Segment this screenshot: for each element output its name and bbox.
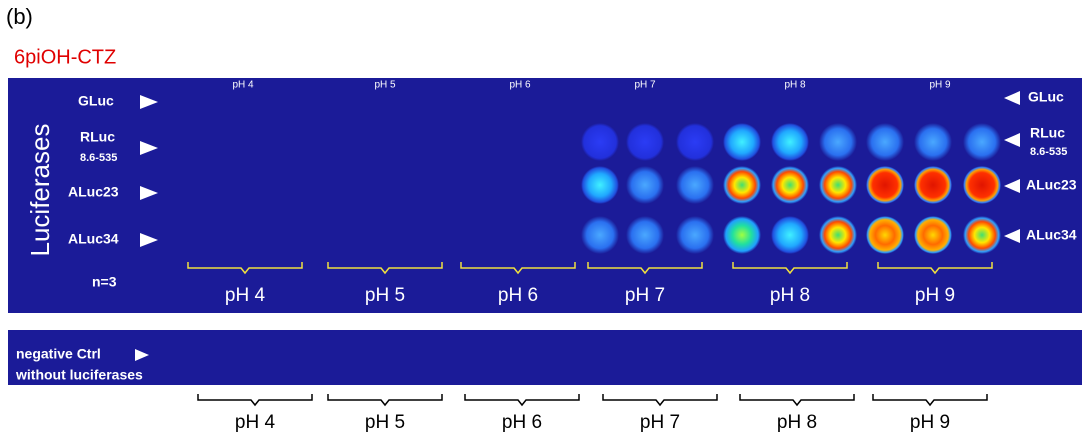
well — [626, 123, 664, 161]
well — [676, 166, 714, 204]
row-sublabel: 8.6-535 — [1030, 146, 1067, 158]
row-label: ALuc34 — [1026, 227, 1077, 243]
well — [914, 123, 952, 161]
well — [723, 123, 761, 161]
group-label: pH 5 — [365, 412, 405, 433]
well — [866, 216, 904, 254]
group-label: pH 4 — [235, 412, 276, 433]
row-label: RLuc — [1030, 125, 1065, 141]
top-ph-label: pH 8 — [784, 80, 806, 91]
well — [866, 166, 904, 204]
group-bracket — [328, 394, 442, 405]
panel-label: (b) — [6, 4, 33, 29]
group-label: pH 9 — [915, 285, 955, 306]
top-ph-label: pH 6 — [509, 80, 531, 91]
page: (b) 6piOH-CTZ Luciferases GLuc RLuc 8.6-… — [0, 0, 1090, 438]
row-sublabel: 8.6-535 — [80, 152, 117, 164]
row-label: ALuc23 — [68, 184, 119, 200]
row-label: GLuc — [78, 93, 114, 109]
well — [819, 123, 857, 161]
group-label: pH 6 — [498, 285, 538, 306]
group-bracket — [198, 394, 312, 405]
control-label: negative Ctrl — [16, 346, 101, 362]
top-ph-label: pH 5 — [374, 80, 396, 91]
figure: (b) 6piOH-CTZ Luciferases GLuc RLuc 8.6-… — [0, 0, 1090, 438]
row-label: ALuc23 — [1026, 177, 1077, 193]
well — [676, 123, 714, 161]
well — [963, 166, 1001, 204]
top-ph-label: pH 4 — [232, 80, 254, 91]
group-label: pH 7 — [640, 412, 680, 433]
well — [581, 216, 619, 254]
substrate-label: 6piOH-CTZ — [14, 46, 116, 68]
well — [963, 216, 1001, 254]
well — [914, 216, 952, 254]
control-panel — [8, 330, 1082, 385]
group-label: pH 8 — [777, 412, 817, 433]
well — [771, 216, 809, 254]
side-title: Luciferases — [25, 124, 55, 257]
well — [819, 216, 857, 254]
group-label: pH 4 — [225, 285, 266, 306]
well — [626, 216, 664, 254]
well — [771, 166, 809, 204]
group-label: pH 6 — [502, 412, 542, 433]
well — [963, 123, 1001, 161]
well — [819, 166, 857, 204]
group-label: pH 7 — [625, 285, 665, 306]
top-ph-label: pH 7 — [634, 80, 656, 91]
group-label: pH 9 — [910, 412, 950, 433]
well — [581, 123, 619, 161]
row-label: GLuc — [1028, 89, 1064, 105]
group-label: pH 5 — [365, 285, 405, 306]
well — [676, 216, 714, 254]
row-label: RLuc — [80, 129, 115, 145]
well — [723, 166, 761, 204]
group-bracket — [873, 394, 987, 405]
group-label: pH 8 — [770, 285, 810, 306]
well — [581, 166, 619, 204]
well — [771, 123, 809, 161]
well — [626, 166, 664, 204]
group-bracket — [603, 394, 717, 405]
group-bracket — [740, 394, 854, 405]
row-label: ALuc34 — [68, 231, 119, 247]
control-label: without luciferases — [15, 367, 143, 383]
top-ph-label: pH 9 — [929, 80, 951, 91]
group-bracket — [465, 394, 579, 405]
well — [914, 166, 952, 204]
well — [723, 216, 761, 254]
well — [866, 123, 904, 161]
replicates-label: n=3 — [92, 274, 117, 290]
